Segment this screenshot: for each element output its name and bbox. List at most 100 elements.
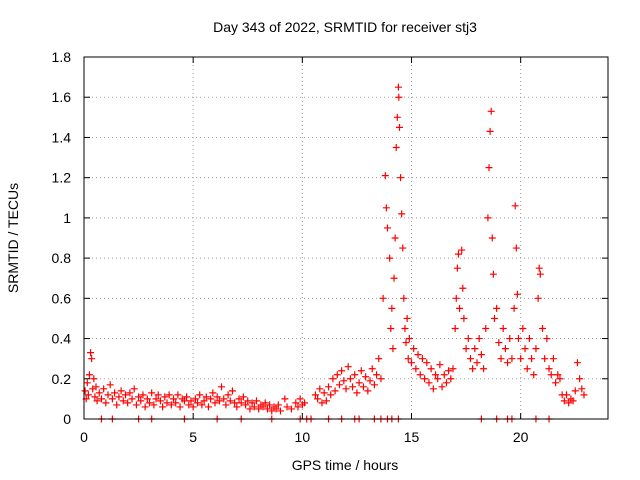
data-point: [489, 270, 497, 278]
data-point: [471, 345, 479, 353]
data-point: [88, 355, 96, 363]
data-point: [462, 345, 470, 353]
data-point: [392, 144, 400, 151]
data-point: [117, 387, 125, 395]
data-point: [349, 383, 357, 391]
data-point: [353, 389, 361, 397]
data-point: [497, 355, 505, 363]
data-point: [427, 365, 435, 373]
data-point: [90, 375, 98, 383]
data-point: [403, 314, 411, 322]
data-point: [425, 379, 433, 387]
data-point: [547, 371, 555, 379]
data-point: [222, 401, 230, 409]
data-point: [521, 345, 529, 353]
data-point: [196, 391, 204, 399]
data-point: [552, 379, 560, 387]
data-point: [429, 385, 437, 393]
data-point: [200, 397, 208, 405]
data-point: [580, 391, 588, 399]
data-point: [536, 270, 544, 278]
data-point: [325, 383, 333, 391]
y-tick-label: 0.6: [52, 290, 72, 306]
data-point: [408, 359, 415, 367]
data-point: [126, 389, 134, 397]
data-point: [292, 399, 300, 407]
data-point: [395, 123, 403, 131]
data-point: [152, 395, 160, 403]
data-point: [389, 345, 397, 353]
data-point: [301, 399, 309, 407]
data-point: [528, 355, 536, 363]
data-point: [93, 397, 101, 405]
data-point: [517, 355, 525, 363]
data-point: [167, 401, 175, 409]
data-point: [368, 365, 376, 373]
data-point: [174, 391, 182, 399]
data-point: [525, 335, 533, 343]
data-point: [401, 325, 409, 332]
data-point: [486, 127, 494, 135]
chart-title: Day 343 of 2022, SRMTID for receiver stj…: [213, 19, 477, 35]
data-point: [388, 304, 396, 312]
data-point: [460, 314, 468, 322]
data-point: [421, 375, 429, 383]
data-point: [445, 367, 453, 375]
data-point: [480, 365, 488, 373]
data-point: [104, 391, 112, 399]
data-point: [576, 375, 584, 383]
data-point: [499, 325, 507, 332]
data-point: [563, 391, 571, 399]
data-point: [475, 335, 483, 343]
data-point: [191, 395, 199, 403]
data-point: [344, 363, 352, 371]
data-point: [281, 395, 289, 403]
data-point: [159, 403, 167, 411]
data-point: [87, 349, 95, 357]
data-point: [154, 391, 162, 399]
data-point: [394, 83, 402, 91]
data-point: [318, 399, 326, 407]
data-point: [252, 397, 260, 405]
data-point: [92, 383, 100, 391]
y-tick-label: 1: [63, 210, 71, 226]
data-point: [381, 172, 389, 180]
data-point: [490, 314, 498, 322]
data-point: [545, 365, 553, 373]
data-point: [398, 210, 406, 218]
data-point: [226, 397, 234, 405]
data-point: [440, 371, 448, 379]
data-point: [473, 359, 481, 367]
data-point: [97, 395, 105, 403]
data-point: [139, 391, 147, 399]
data-point: [233, 403, 241, 411]
data-point: [402, 339, 410, 347]
y-tick-label: 0: [63, 411, 71, 427]
data-point: [274, 401, 282, 409]
data-point: [379, 294, 387, 302]
data-point: [148, 389, 156, 397]
data-point: [556, 375, 564, 383]
y-tick-label: 1.6: [52, 89, 72, 105]
data-point: [578, 385, 586, 393]
data-point: [211, 399, 219, 407]
data-point: [296, 395, 304, 403]
data-point: [523, 365, 531, 373]
data-point: [124, 399, 132, 407]
data-point: [382, 204, 390, 212]
data-point: [346, 375, 354, 383]
data-point: [329, 375, 337, 383]
data-point: [466, 355, 474, 363]
data-point: [224, 391, 232, 399]
data-point: [391, 234, 399, 242]
data-point: [459, 284, 467, 292]
data-point: [85, 371, 93, 379]
data-point: [442, 379, 450, 387]
data-point: [447, 375, 455, 383]
data-point: [266, 401, 274, 409]
data-point: [194, 399, 202, 407]
y-tick-label: 0.8: [52, 250, 72, 266]
data-point: [519, 325, 527, 332]
data-point: [176, 403, 184, 411]
data-point: [156, 397, 164, 405]
